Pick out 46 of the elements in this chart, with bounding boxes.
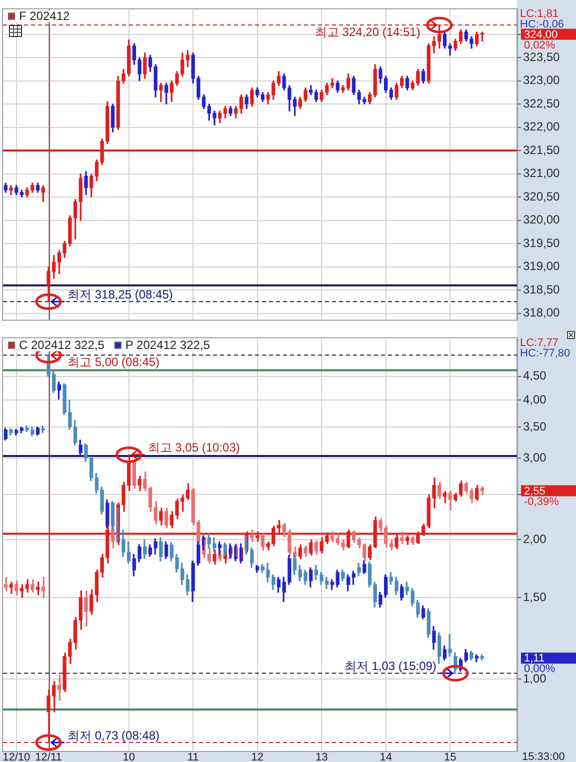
legend-label: P 202412 322,5	[125, 338, 210, 352]
annotation: 최저 1,03 (15:09)	[344, 659, 436, 674]
x-tick-label: 15	[444, 752, 456, 762]
text: 324,00	[524, 28, 558, 41]
text: -0,39%	[524, 496, 560, 508]
text: LC:7,77	[520, 337, 559, 350]
y-tick-label: 323,00	[523, 73, 560, 88]
x-tick-label: 14	[380, 752, 392, 762]
y-tick-label: 320,00	[523, 212, 560, 227]
y-tick-label: 323,50	[523, 50, 560, 64]
text: 0,02%	[524, 39, 556, 52]
annotation: 최고 5,00 (08:45)	[68, 354, 160, 369]
y-tick-label: 318,50	[523, 282, 560, 296]
text: 2,55	[524, 485, 546, 498]
y-tick-label: 320,50	[523, 189, 560, 204]
y-tick-label: 319,00	[523, 259, 560, 274]
y-tick-label: 2,00	[523, 532, 547, 546]
y-tick-label: 3,50	[523, 419, 547, 434]
x-tick-label: 12	[251, 752, 264, 762]
y-tick-label: 322,00	[523, 120, 560, 134]
y-tick-label: 3,00	[523, 450, 547, 464]
legend-label: C 202412 322,5	[19, 338, 105, 352]
x-tick-label: 10	[122, 752, 135, 762]
annotation: 최고 3,05 (10:03)	[148, 440, 240, 455]
text: 1,11	[524, 652, 545, 665]
text: LC:1,81	[520, 8, 559, 20]
y-tick-label: 4,50	[523, 368, 547, 383]
annotation: 최고 324,20 (14:51)	[314, 24, 420, 39]
text: HC:-0,06	[520, 18, 564, 31]
text: 15:33:00	[522, 751, 565, 762]
legend-label: F 202412	[19, 9, 70, 24]
annotation: 최저 318,25 (08:45)	[68, 287, 173, 302]
y-tick-label: 322,50	[523, 96, 560, 110]
text: 0,00%	[524, 663, 556, 676]
x-tick-label: 12/11	[35, 752, 62, 762]
text: HC:-77,80	[520, 348, 570, 360]
x-tick-label: 13	[315, 752, 328, 762]
y-tick-label: 4,00	[523, 392, 547, 406]
y-tick-label: 319,50	[523, 236, 560, 250]
y-tick-label: 1,50	[523, 590, 547, 604]
annotation: 최저 0,73 (08:48)	[68, 728, 160, 742]
y-tick-label: 318,00	[523, 306, 560, 320]
x-tick-label: 11	[187, 752, 199, 762]
x-tick-label: 12/10	[2, 752, 30, 762]
y-tick-label: 321,50	[523, 142, 560, 157]
y-tick-label: 321,00	[523, 166, 560, 180]
